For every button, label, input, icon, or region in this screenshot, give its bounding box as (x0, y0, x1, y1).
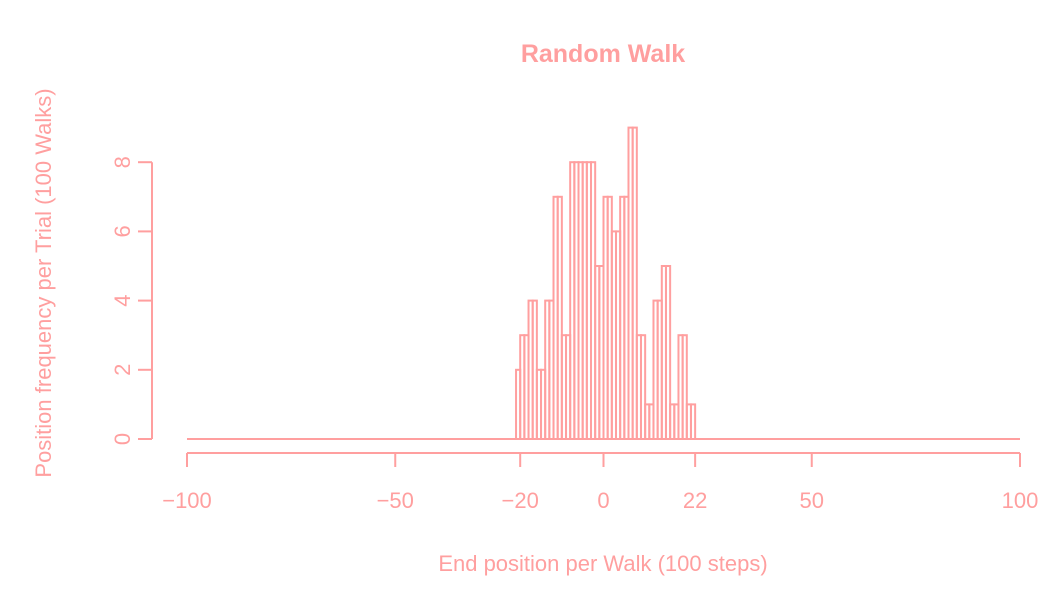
y-tick-label: 4 (110, 294, 135, 306)
x-axis: −100 −50 −20 0 22 50 100 (162, 452, 1039, 513)
y-tick-label: 8 (110, 156, 135, 168)
x-tick-label: −100 (162, 488, 212, 513)
y-tick-label: 6 (110, 225, 135, 237)
y-axis: 0 2 4 6 8 (110, 156, 153, 445)
histogram-bars (187, 126, 1020, 441)
x-tick-label: 100 (1002, 488, 1039, 513)
x-tick-label: −50 (377, 488, 414, 513)
x-tick-label: 0 (597, 488, 609, 513)
chart-title: Random Walk (521, 40, 685, 68)
x-tick-label: 50 (800, 488, 824, 513)
x-axis-title: End position per Walk (100 steps) (438, 551, 767, 576)
x-tick-label: 22 (683, 488, 707, 513)
y-tick-label: 0 (110, 433, 135, 445)
histogram-bar (689, 403, 697, 440)
x-tick-label: −20 (502, 488, 539, 513)
y-axis-title: Position frequency per Trial (100 Walks) (31, 88, 56, 477)
y-tick-label: 2 (110, 364, 135, 376)
